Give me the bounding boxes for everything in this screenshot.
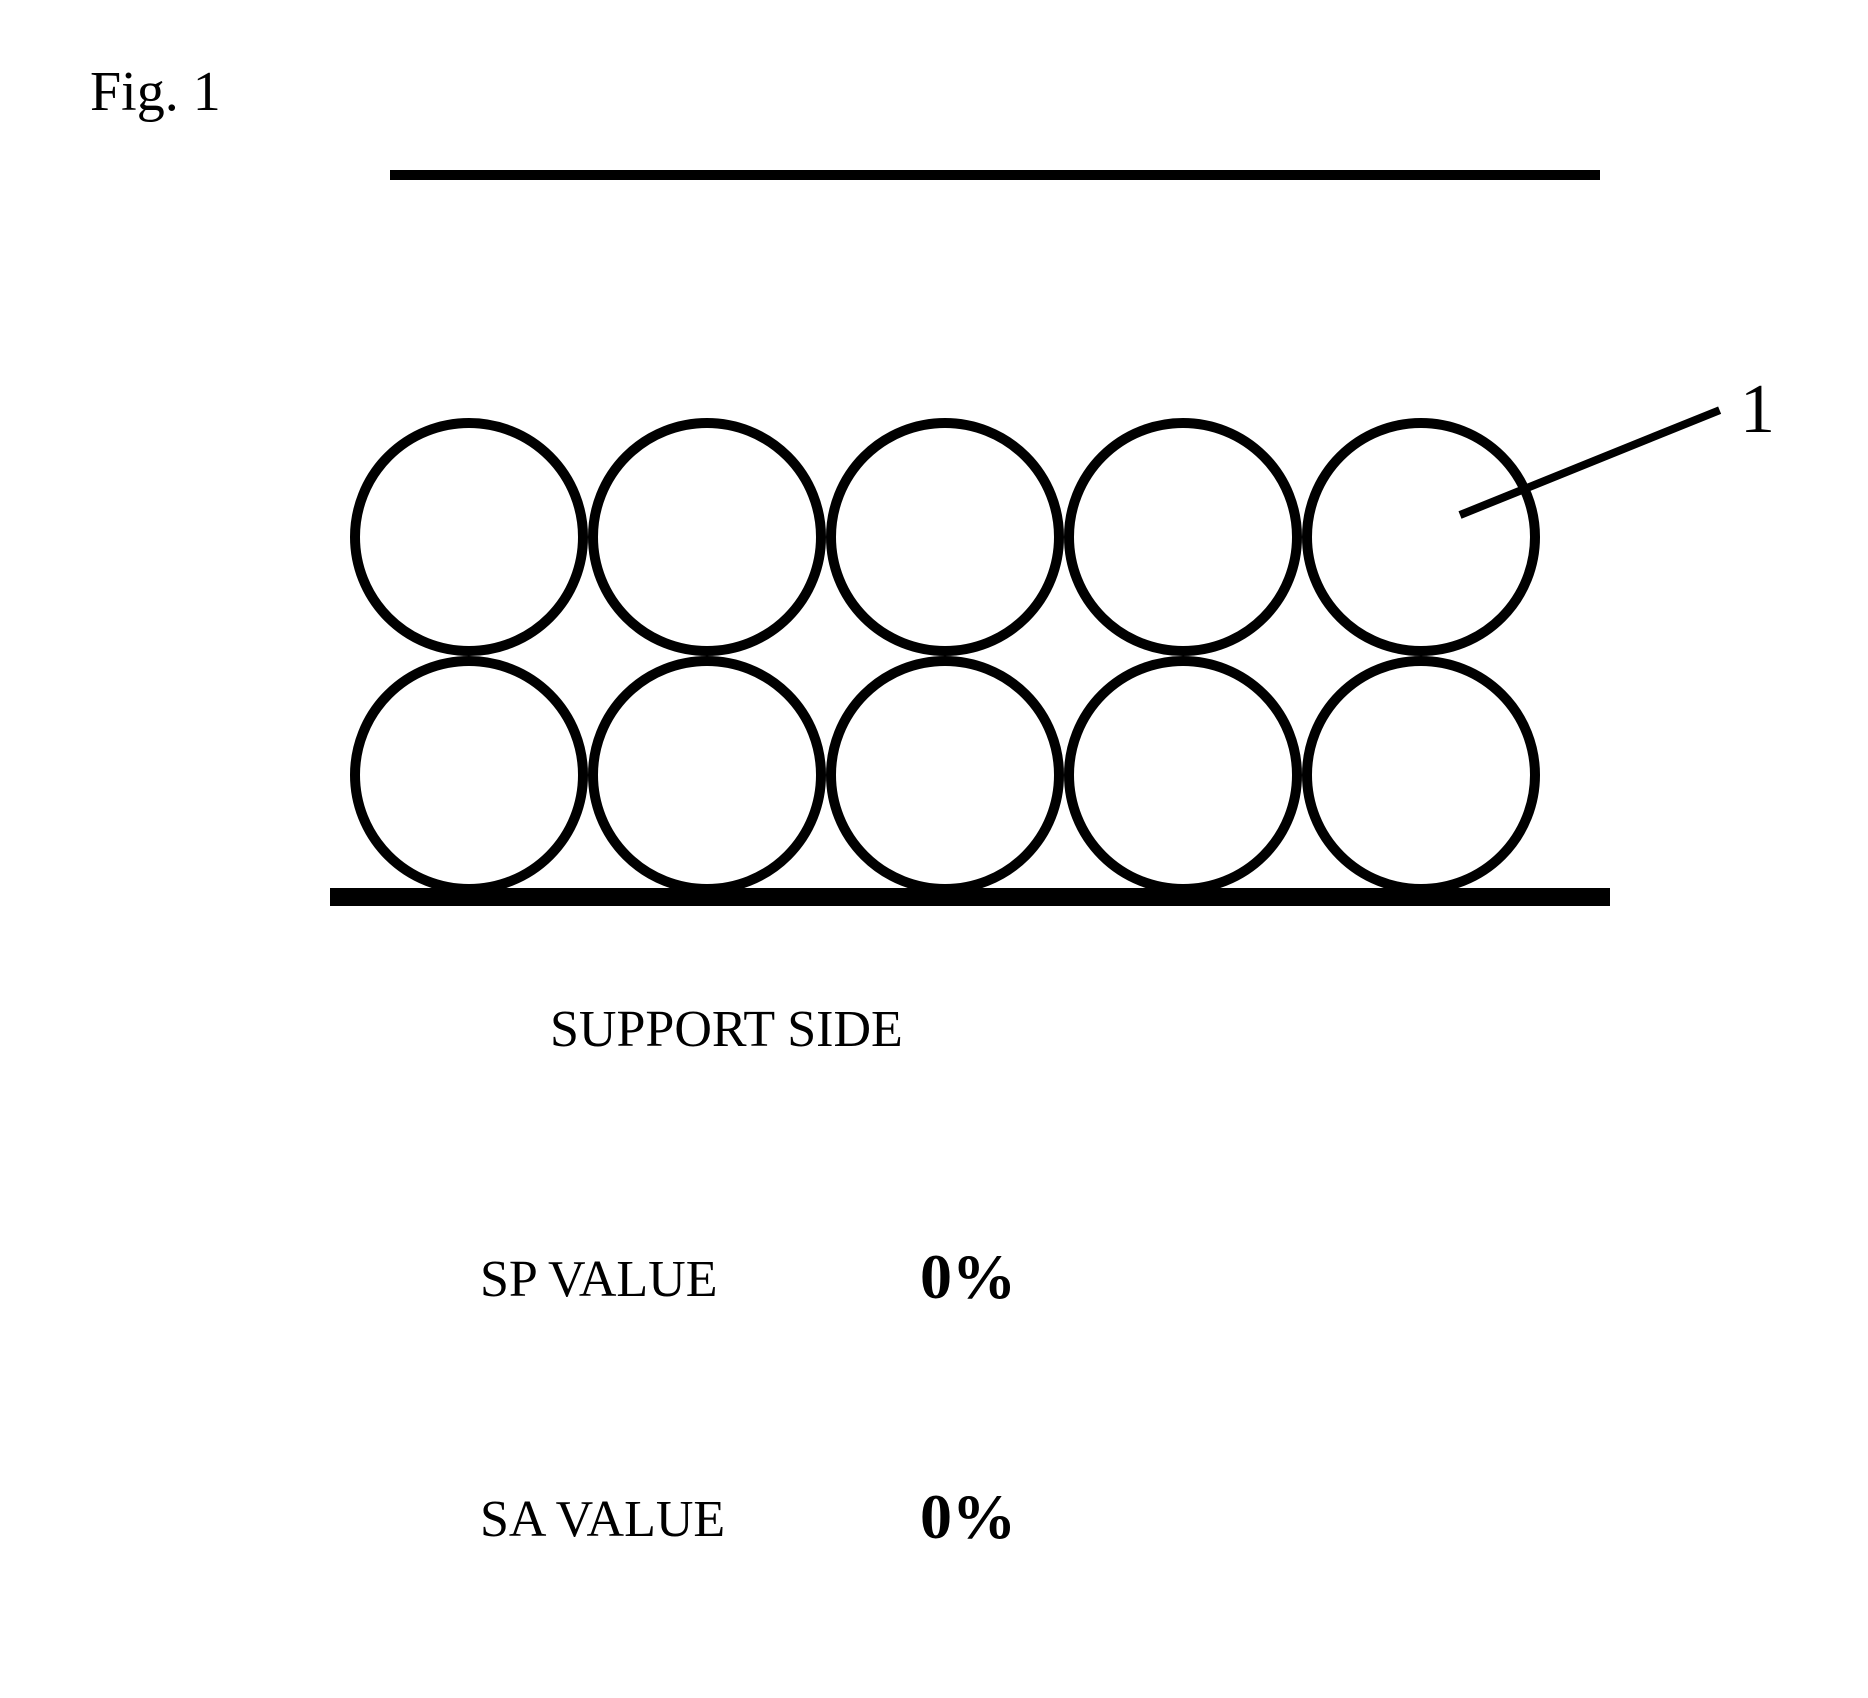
particle-circle xyxy=(1064,418,1302,656)
sp-value-label: SP VALUE xyxy=(480,1250,717,1309)
particle-circle xyxy=(588,656,826,894)
support-side-text: SUPPORT SIDE xyxy=(550,1000,903,1059)
figure-label: Fig. 1 xyxy=(90,60,221,124)
particle-circle xyxy=(826,656,1064,894)
particle-circle xyxy=(1302,656,1540,894)
support-line xyxy=(330,888,1610,906)
particle-circle xyxy=(1302,418,1540,656)
sp-value-number: 0% xyxy=(920,1240,1016,1314)
top-boundary-line xyxy=(390,170,1600,180)
particle-circle xyxy=(826,418,1064,656)
sa-value-label: SA VALUE xyxy=(480,1490,725,1549)
particle-circle xyxy=(350,656,588,894)
particle-circle xyxy=(350,418,588,656)
particle-circle xyxy=(1064,656,1302,894)
callout-label: 1 xyxy=(1740,370,1775,450)
particle-circle xyxy=(588,418,826,656)
sa-value-number: 0% xyxy=(920,1480,1016,1554)
